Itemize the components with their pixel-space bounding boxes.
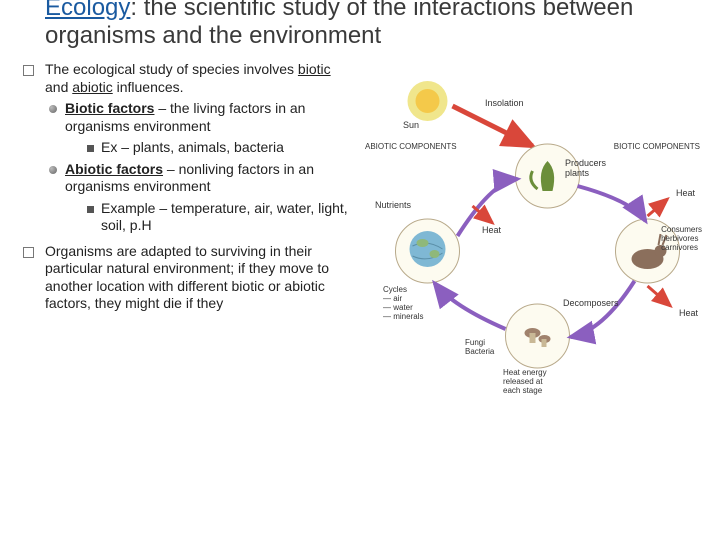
label-fungi: Fungi Bacteria [465,339,494,357]
label-nutrients: Nutrients [375,201,411,211]
text: and [45,79,72,95]
text: released at [503,377,543,386]
label-sun: Sun [403,121,419,131]
label-biotic-comp: BIOTIC COMPONENTS [614,143,700,152]
text-column: The ecological study of species involves… [45,61,355,381]
text: — air [383,294,402,303]
label-consumers: Consumers herbivores carnivores [661,226,702,252]
text-bold-underline: Biotic factors [65,100,154,116]
text: Consumers [661,225,702,234]
title-rest: : the scientific study of the interactio… [45,0,633,49]
text-bold-underline: Abiotic factors [65,161,163,177]
text: Organisms are adapted to surviving in th… [45,243,329,312]
text: Producers [565,158,606,168]
text: Example – temperature, air, water, light… [101,200,348,234]
slide-title: Ecology: the scientific study of the int… [45,0,700,49]
text: Cycles [383,285,407,294]
label-heat-energy: Heat energy released at each stage [503,369,547,395]
bullet-intro: The ecological study of species involves… [45,61,355,235]
text: — water [383,303,413,312]
text: influences. [113,79,184,95]
text-underline: abiotic [72,79,112,95]
text: each stage [503,386,542,395]
text: herbivores [661,234,698,243]
content-row: The ecological study of species involves… [45,61,700,381]
title-keyword: Ecology [45,0,130,21]
text-underline: biotic [298,61,331,77]
text: carnivores [661,243,698,252]
label-cycles: Cycles — air — water — minerals [383,286,423,321]
label-insolation: Insolation [485,99,524,109]
text: plants [565,168,589,178]
bullet-biotic-ex: Ex – plants, animals, bacteria [65,139,355,157]
text: Ex – plants, animals, bacteria [101,139,284,155]
label-heat2: Heat [676,189,695,199]
diagram-svg [365,71,700,381]
text: The ecological study of species involves [45,61,298,77]
text: Bacteria [465,347,494,356]
bullet-biotic: Biotic factors – the living factors in a… [45,100,355,157]
text: Heat energy [503,368,547,377]
label-heat3: Heat [679,309,698,319]
text: Fungi [465,338,485,347]
text: — minerals [383,312,423,321]
bullet-abiotic-ex: Example – temperature, air, water, light… [65,200,355,235]
label-decomposers: Decomposers [563,299,619,309]
label-abiotic-comp: ABIOTIC COMPONENTS [365,143,457,152]
ecology-diagram: Sun Insolation ABIOTIC COMPONENTS BIOTIC… [365,71,700,381]
label-producers: Producers plants [565,159,606,179]
bullet-adapted: Organisms are adapted to surviving in th… [45,243,355,313]
label-heat1: Heat [482,226,501,236]
bullet-abiotic: Abiotic factors – nonliving factors in a… [45,161,355,235]
